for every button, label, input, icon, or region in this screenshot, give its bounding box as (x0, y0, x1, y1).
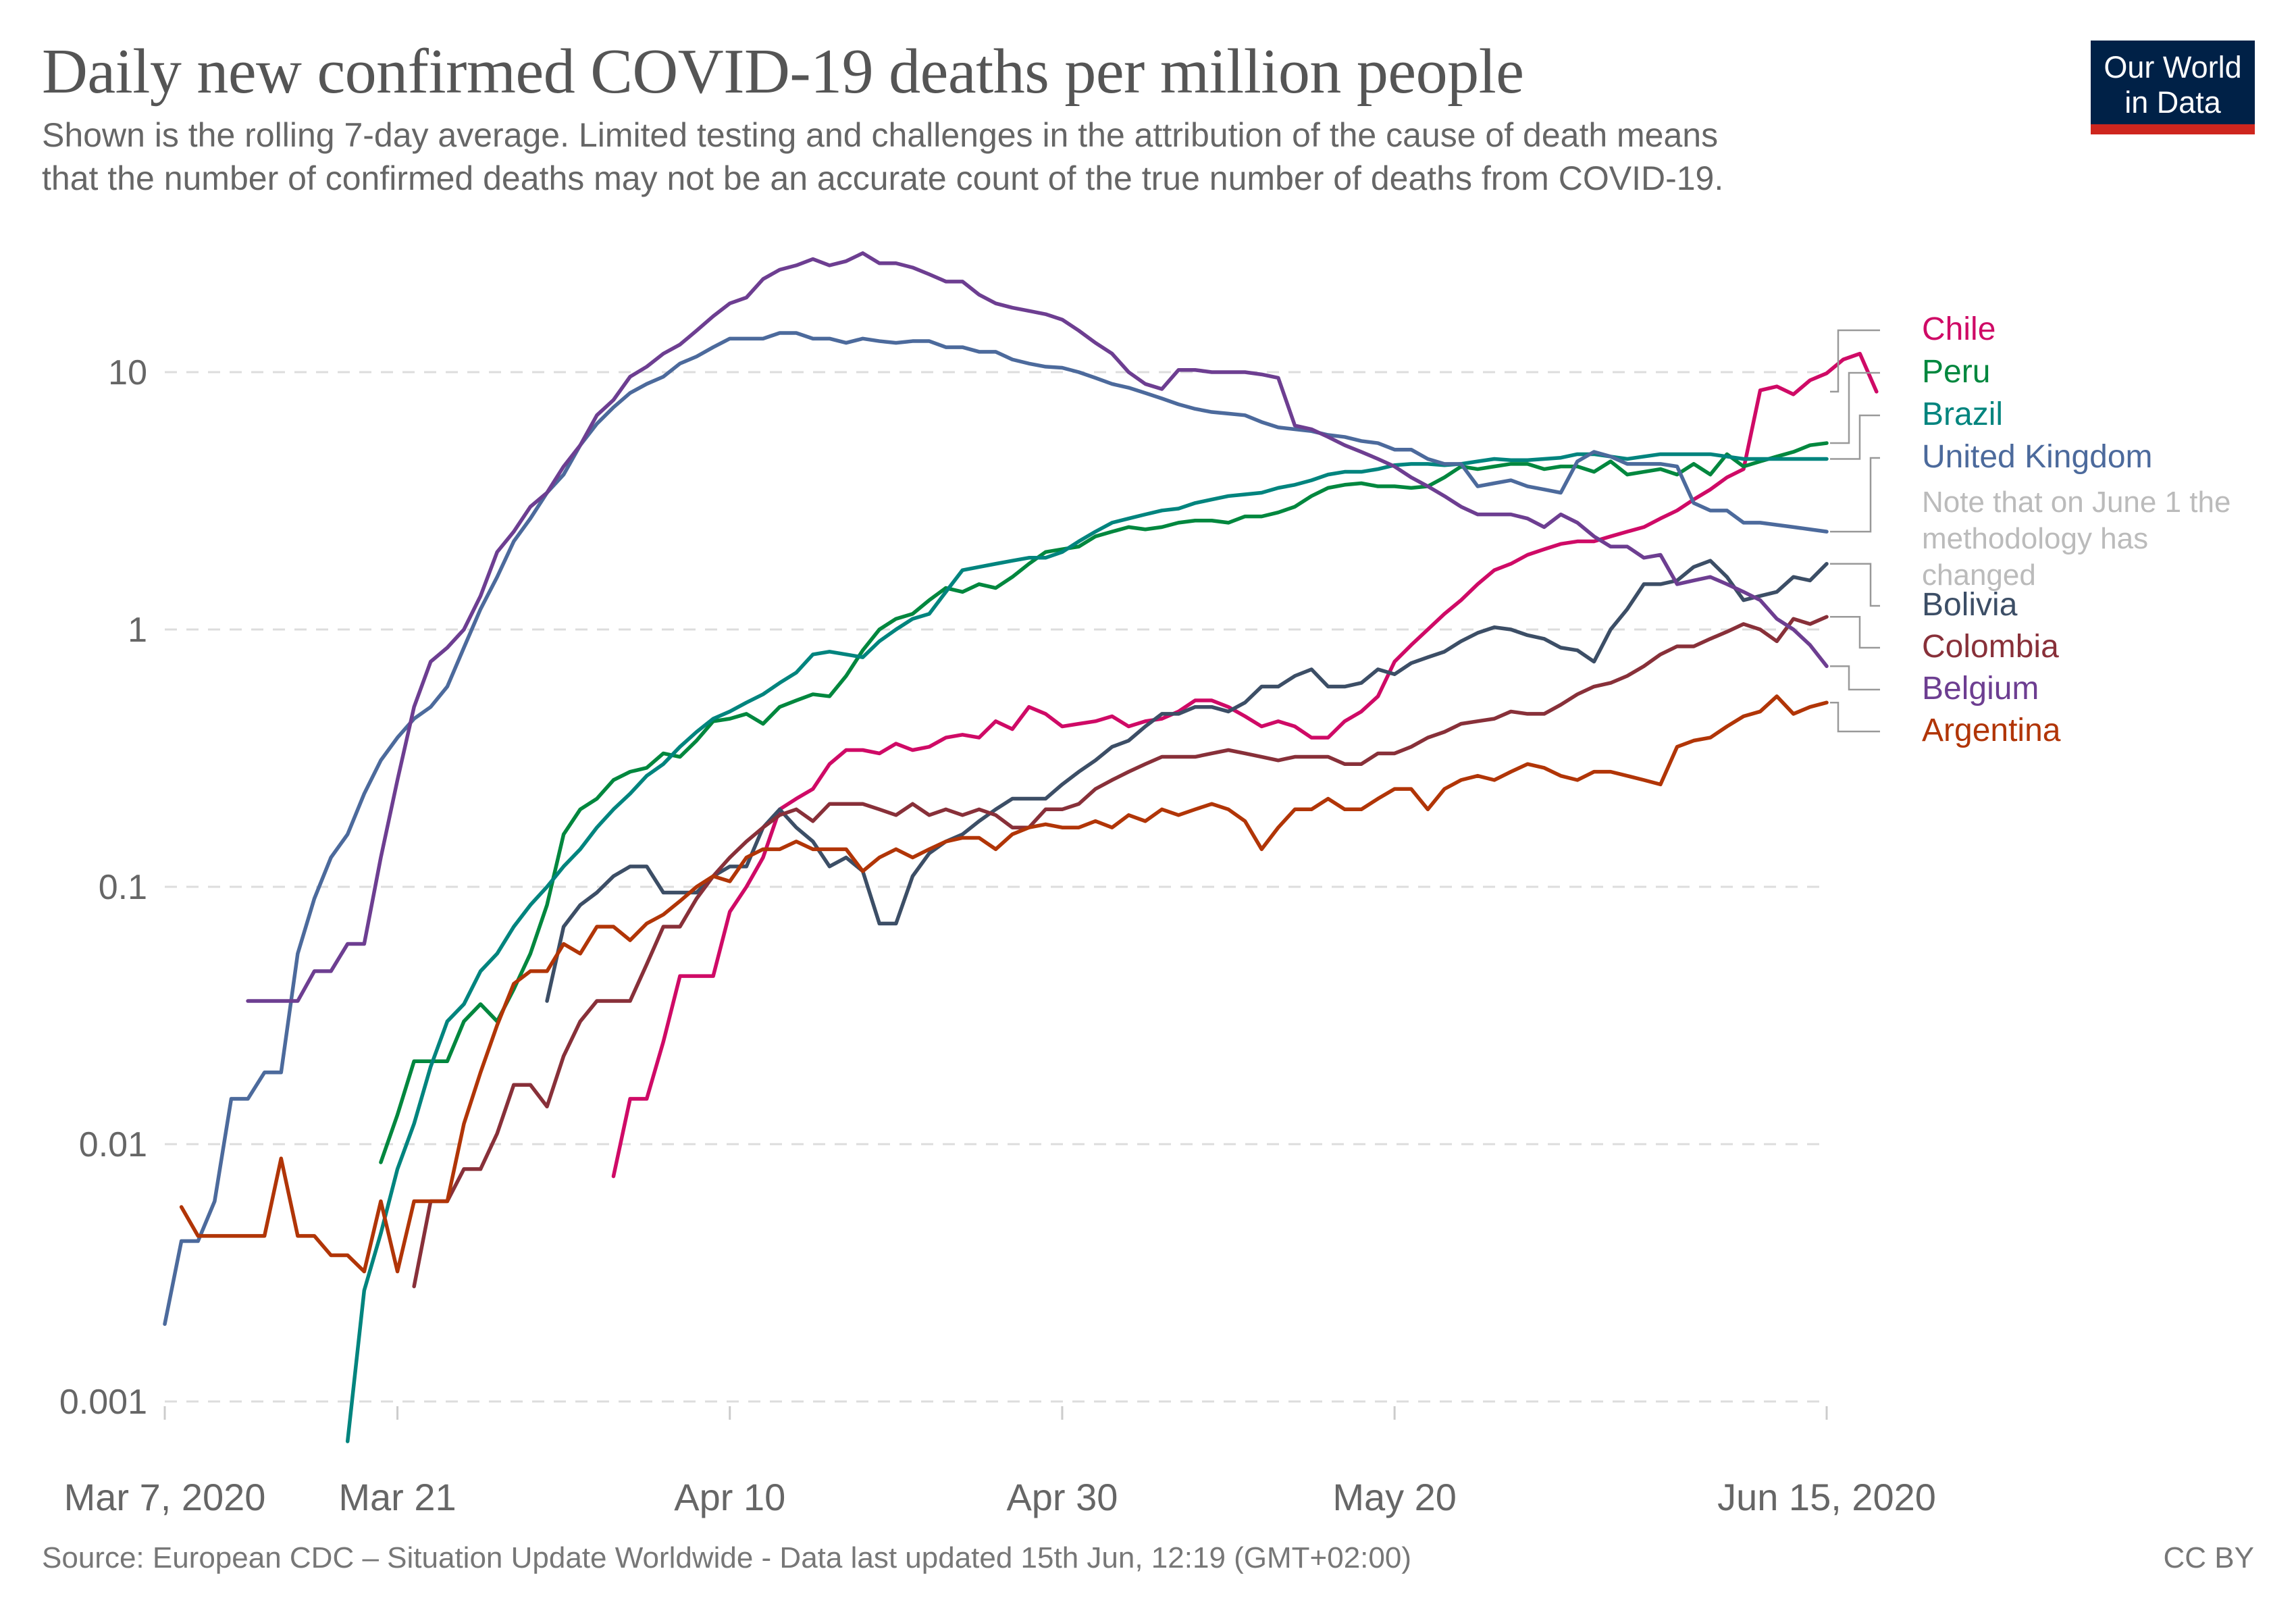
chart-subtitle: Shown is the rolling 7-day average. Limi… (42, 113, 2068, 200)
y-tick-label: 1 (128, 611, 147, 650)
legend-connector (1830, 371, 1880, 444)
uk-methodology-note: methodology has (1922, 522, 2148, 555)
legend-label-bolivia[interactable]: Bolivia (1922, 587, 2018, 623)
legend-connector (1830, 414, 1880, 460)
subtitle-line-1: Shown is the rolling 7-day average. Limi… (42, 116, 1719, 154)
y-tick-label: 0.01 (79, 1125, 147, 1164)
owid-logo[interactable]: Our World in Data (2091, 41, 2255, 134)
x-tick-label: May 20 (1332, 1476, 1457, 1518)
uk-methodology-note: changed (1922, 559, 2036, 592)
series-line-peru[interactable] (379, 441, 1829, 1164)
x-tick-label: Apr 30 (1006, 1476, 1118, 1518)
series-line-colombia[interactable] (412, 615, 1829, 1289)
y-tick-label: 0.1 (99, 868, 147, 907)
legend-connector (1830, 457, 1880, 533)
legend-connector (1830, 665, 1880, 691)
y-tick-label: 0.001 (59, 1383, 147, 1422)
x-axis: Mar 7, 2020 Mar 21 Apr 10 Apr 30 May 20 Jun 1… (64, 1406, 1936, 1518)
legend-connector (1830, 615, 1880, 649)
series-line-united-kingdom[interactable] (163, 331, 1829, 1327)
x-tick-label: Mar 7, 2020 (64, 1476, 266, 1518)
logo-accent-bar (2091, 124, 2255, 134)
series-line-argentina[interactable] (179, 694, 1829, 1274)
y-tick-label: 10 (108, 353, 147, 392)
x-tick-label: Apr 10 (674, 1476, 785, 1518)
chart-title: Daily new confirmed COVID-19 deaths per … (42, 36, 1524, 107)
license-link[interactable]: CC BY (2163, 1541, 2254, 1574)
series-line-belgium[interactable] (246, 251, 1829, 1003)
legend-connector (1830, 701, 1880, 733)
series-line-chile[interactable] (611, 351, 1879, 1179)
uk-methodology-note: Note that on June 1 the (1922, 486, 2230, 519)
source-note[interactable]: Source: European CDC – Situation Update … (42, 1541, 1411, 1574)
legend-label-argentina[interactable]: Argentina (1922, 713, 2061, 748)
x-tick-label: Mar 21 (338, 1476, 456, 1518)
x-tick-label: Jun 15, 2020 (1717, 1476, 1936, 1518)
legend-label-colombia[interactable]: Colombia (1922, 629, 2059, 665)
legend-label-chile[interactable]: Chile (1922, 311, 1995, 347)
legend-label-united-kingdom[interactable]: United Kingdom (1922, 439, 2153, 475)
subtitle-line-2: that the number of confirmed deaths may … (42, 159, 1724, 197)
series-line-brazil[interactable] (345, 452, 1829, 1443)
legend: Chile Peru Brazil United Kingdom Bolivia Colo… (1830, 311, 2230, 748)
logo-line-2: in Data (2124, 85, 2221, 120)
legend-label-peru[interactable]: Peru (1922, 354, 1990, 390)
y-axis: 10 1 0.1 0.01 0.001 (59, 353, 147, 1422)
series-lines (163, 251, 1879, 1443)
legend-label-brazil[interactable]: Brazil (1922, 396, 2003, 432)
gridlines (165, 371, 1827, 1403)
legend-label-belgium[interactable]: Belgium (1922, 671, 2039, 706)
logo-line-1: Our World (2104, 50, 2242, 84)
legend-connector (1830, 563, 1880, 607)
series-line-bolivia[interactable] (545, 559, 1829, 1003)
legend-connector (1830, 329, 1880, 393)
